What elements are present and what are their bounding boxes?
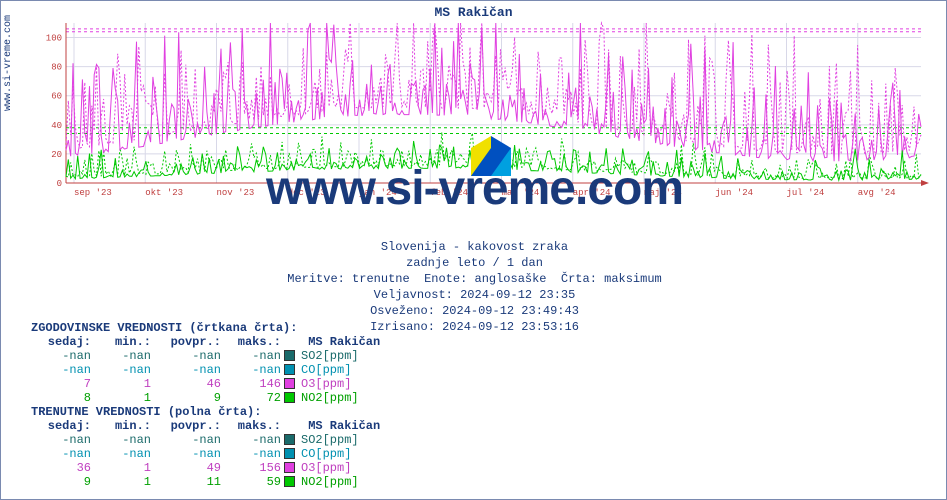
svg-text:jul '24: jul '24	[787, 188, 825, 198]
svg-text:mar '24: mar '24	[502, 188, 540, 198]
svg-text:20: 20	[51, 150, 62, 160]
svg-text:0: 0	[57, 179, 62, 189]
table-row: 911159NO2[ppm]	[31, 475, 380, 489]
svg-text:40: 40	[51, 121, 62, 131]
svg-text:okt '23: okt '23	[145, 188, 183, 198]
y-axis-source-label: www.si-vreme.com	[3, 15, 14, 111]
svg-text:avg '24: avg '24	[858, 188, 896, 198]
meta-line3: Meritve: trenutne Enote: anglosaške Črta…	[1, 271, 947, 287]
table-row: -nan-nan-nan-nanCO[ppm]	[31, 447, 380, 461]
table-row: 36149156O3[ppm]	[31, 461, 380, 475]
svg-text:feb '24: feb '24	[430, 188, 468, 198]
now-table: sedaj:min.:povpr.:maks.: MS Rakičan-nan-…	[31, 419, 380, 489]
svg-text:jan '24: jan '24	[359, 188, 397, 198]
svg-text:apr '24: apr '24	[573, 188, 611, 198]
svg-text:maj '24: maj '24	[644, 188, 682, 198]
hist-table-title: ZGODOVINSKE VREDNOSTI (črtkana črta):	[31, 321, 380, 335]
svg-text:jun '24: jun '24	[715, 188, 753, 198]
svg-text:80: 80	[51, 63, 62, 73]
meta-line4: Veljavnost: 2024-09-12 23:35	[1, 287, 947, 303]
data-tables: ZGODOVINSKE VREDNOSTI (črtkana črta): se…	[31, 321, 380, 489]
svg-text:100: 100	[46, 34, 62, 44]
table-row: 81972NO2[ppm]	[31, 391, 380, 405]
meta-line2: zadnje leto / 1 dan	[1, 255, 947, 271]
chart-container: MS Rakičan www.si-vreme.com 0 20 40 60 80 100…	[0, 0, 947, 500]
chart-title: MS Rakičan	[1, 1, 946, 22]
now-table-title: TRENUTNE VREDNOSTI (polna črta):	[31, 405, 380, 419]
svg-text:nov '23: nov '23	[217, 188, 255, 198]
chart-svg: 0 20 40 60 80 100 sep '23 okt '23 nov '23 dec '23…	[41, 21, 931, 221]
svg-text:dec '23: dec '23	[288, 188, 326, 198]
meta-line5: Osveženo: 2024-09-12 23:49:43	[1, 303, 947, 319]
meta-line1: Slovenija - kakovost zraka	[1, 239, 947, 255]
table-row: 7146146O3[ppm]	[31, 377, 380, 391]
svg-text:sep '23: sep '23	[74, 188, 112, 198]
chart-plot-area: 0 20 40 60 80 100 sep '23 okt '23 nov '23 dec '23…	[41, 21, 931, 201]
table-row: -nan-nan-nan-nanCO[ppm]	[31, 363, 380, 377]
hist-table: sedaj:min.:povpr.:maks.: MS Rakičan-nan-…	[31, 335, 380, 405]
table-row: -nan-nan-nan-nanSO2[ppm]	[31, 349, 380, 363]
svg-text:60: 60	[51, 92, 62, 102]
table-row: -nan-nan-nan-nanSO2[ppm]	[31, 433, 380, 447]
